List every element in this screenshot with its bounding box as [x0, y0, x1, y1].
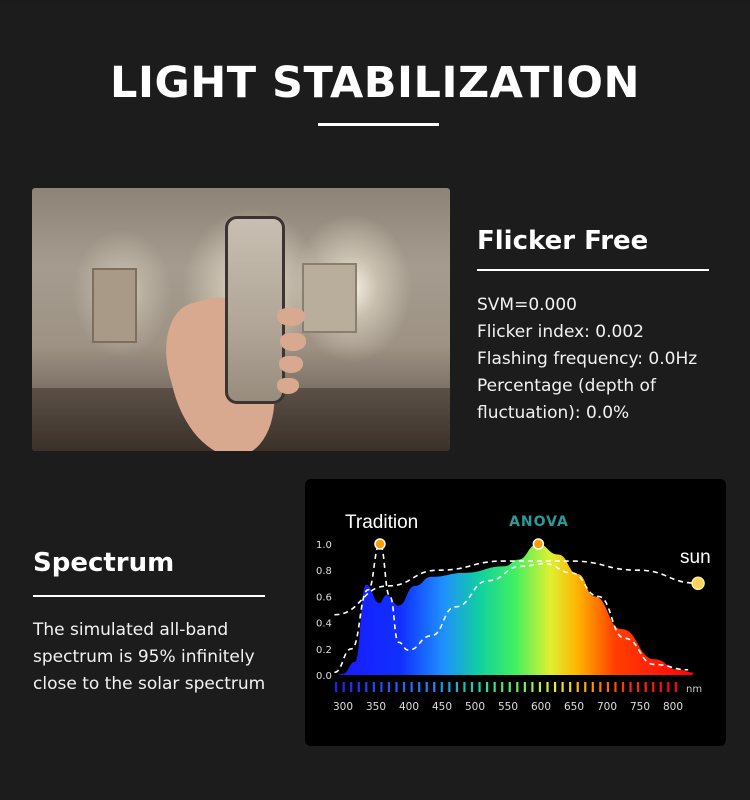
wavelength-tick	[576, 682, 579, 692]
wavelength-tick	[448, 682, 451, 692]
wavelength-tick	[674, 682, 677, 692]
x-tick-label: 300	[333, 701, 353, 713]
wavelength-tick	[659, 682, 662, 692]
wavelength-tick	[357, 682, 360, 692]
wavelength-tick	[599, 682, 602, 692]
x-tick-label: 400	[399, 701, 419, 713]
x-tick-label: 350	[366, 701, 386, 713]
spec-percentage: Percentage (depth of	[477, 376, 656, 396]
wavelength-tick	[606, 682, 609, 692]
wavelength-tick	[531, 682, 534, 692]
marker-tradition	[374, 538, 386, 550]
wavelength-tick	[387, 682, 391, 692]
wavelength-tick	[621, 682, 625, 692]
wavelength-tick	[561, 682, 564, 692]
wavelength-tick	[402, 682, 406, 692]
wavelength-tick	[455, 682, 458, 692]
tradition-label: Tradition	[345, 512, 418, 533]
wavelength-tick	[614, 682, 617, 692]
spec-flicker-index: Flicker index: 0.002	[477, 322, 644, 342]
marker-sun	[691, 576, 705, 591]
x-tick-label: 800	[663, 701, 683, 713]
wavelength-tick	[342, 682, 345, 692]
x-tick-label: 600	[531, 701, 551, 713]
wavelength-tick	[395, 682, 398, 692]
wavelength-tick	[584, 682, 587, 692]
marker-brand	[532, 538, 545, 550]
series-sun-line	[334, 560, 699, 616]
y-tick-label: 0.0	[316, 671, 332, 682]
series-tradition-line	[334, 543, 689, 674]
spectrum-line: spectrum is 95% infinitely	[33, 647, 255, 667]
wavelength-tick	[644, 682, 647, 692]
wavelength-tick	[410, 682, 413, 692]
wavelength-tick	[652, 682, 655, 692]
wavelength-tick	[591, 682, 594, 692]
wavelength-tick	[516, 682, 519, 692]
title-underline	[318, 123, 439, 126]
wavelength-tick	[335, 682, 338, 692]
wavelength-tick	[380, 682, 383, 692]
wavelength-tick	[463, 682, 466, 692]
sun-label: sun	[680, 547, 711, 568]
wavelength-tick	[546, 682, 549, 692]
spec-percentage-cont: fluctuation): 0.0%	[477, 403, 630, 423]
x-tick-label: 700	[597, 701, 617, 713]
wavelength-tick	[538, 682, 542, 692]
wavelength-tick	[418, 682, 421, 692]
wavelength-tick	[425, 682, 428, 692]
x-tick-label: 450	[432, 701, 452, 713]
x-tick-label: 750	[630, 701, 650, 713]
anova-logo: ANOVA	[509, 514, 569, 530]
wavelength-tick	[478, 682, 481, 692]
series-anova-area	[336, 544, 693, 675]
spectrum-heading: Spectrum	[33, 548, 175, 578]
spec-svm: SVM=0.000	[477, 295, 577, 315]
flicker-free-heading: Flicker Free	[477, 226, 649, 256]
page-title: LIGHT STABILIZATION	[110, 58, 640, 108]
wavelength-tick	[553, 682, 557, 692]
spectrum-line: The simulated all-band	[33, 620, 229, 640]
x-tick-label: 550	[498, 701, 518, 713]
spectrum-description: The simulated all-band spectrum is 95% i…	[33, 617, 265, 698]
wavelength-tick	[493, 682, 496, 692]
wavelength-tick	[523, 682, 526, 692]
wavelength-tick	[637, 682, 640, 692]
wavelength-tick	[350, 682, 353, 692]
x-tick-label: 650	[564, 701, 584, 713]
wavelength-tick	[501, 682, 504, 692]
flicker-underline	[477, 269, 709, 271]
wavelength-tick	[470, 682, 474, 692]
y-tick-label: 0.6	[316, 592, 332, 603]
y-tick-label: 0.4	[316, 619, 332, 630]
unit-label: nm	[686, 684, 702, 695]
spectrum-line: close to the solar spectrum	[33, 674, 266, 694]
flicker-specs: SVM=0.000 Flicker index: 0.002 Flashing …	[477, 292, 697, 427]
wavelength-tick	[433, 682, 436, 692]
wavelength-tick	[486, 682, 489, 692]
phone-in-room-photo	[32, 188, 450, 451]
wavelength-tick	[667, 682, 670, 692]
wavelength-tick	[372, 682, 375, 692]
wavelength-tick	[440, 682, 443, 692]
wavelength-tick	[569, 682, 572, 692]
spec-flashing-frequency: Flashing frequency: 0.0Hz	[477, 349, 698, 369]
wavelength-tick	[508, 682, 511, 692]
y-tick-label: 0.2	[316, 645, 332, 656]
y-tick-label: 0.8	[316, 566, 332, 577]
wavelength-tick	[365, 682, 368, 692]
y-tick-label: 1.0	[316, 540, 332, 551]
wavelength-tick	[629, 682, 632, 692]
x-tick-label: 500	[465, 701, 485, 713]
spectrum-underline	[33, 595, 265, 597]
